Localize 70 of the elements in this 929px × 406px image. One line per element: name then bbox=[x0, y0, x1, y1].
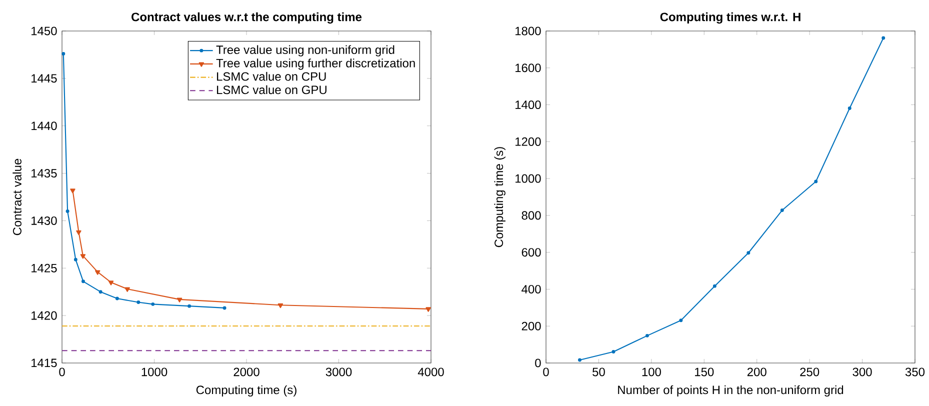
x-tick-label: 350 bbox=[905, 368, 925, 376]
point bbox=[95, 270, 100, 275]
point bbox=[278, 303, 284, 308]
point bbox=[66, 209, 70, 213]
y-axis-title: Contract value bbox=[12, 158, 22, 236]
y-tick-label: 1400 bbox=[516, 100, 541, 110]
y-tick-label: 1200 bbox=[516, 137, 541, 146]
point bbox=[848, 106, 852, 110]
point bbox=[115, 296, 119, 300]
y-tick-label: 0 bbox=[535, 358, 541, 368]
x-tick-label: 50 bbox=[592, 368, 605, 376]
point bbox=[882, 36, 886, 40]
legend-label: LSMC value on GPU bbox=[216, 85, 326, 94]
point bbox=[176, 298, 182, 302]
point bbox=[108, 280, 114, 286]
y-tick-label: 1445 bbox=[32, 74, 57, 83]
y-tick-label: 1430 bbox=[32, 216, 57, 225]
point bbox=[76, 230, 82, 236]
point bbox=[80, 254, 86, 259]
y-tick-label: 800 bbox=[522, 211, 541, 220]
point bbox=[222, 306, 226, 310]
x-tick-label: 0 bbox=[543, 368, 549, 376]
x-tick-label: 250 bbox=[800, 368, 820, 376]
x-tick-label: 0 bbox=[59, 368, 65, 376]
y-tick-label: 200 bbox=[522, 322, 541, 330]
point bbox=[124, 287, 130, 292]
x-tick-label: 200 bbox=[747, 368, 766, 376]
point bbox=[188, 304, 192, 308]
chart-title: Contract values w.r.t the computing time bbox=[132, 12, 362, 24]
y-tick-label: 1000 bbox=[516, 174, 541, 183]
y-tick-label: 1600 bbox=[516, 64, 541, 72]
y-tick-label: 1415 bbox=[32, 358, 57, 368]
y-axis-title: Computing time (s) bbox=[494, 147, 506, 248]
y-tick-label: 1800 bbox=[516, 26, 541, 36]
point bbox=[645, 334, 649, 338]
point bbox=[746, 251, 750, 255]
y-tick-label: 400 bbox=[522, 284, 541, 294]
chart-title: Computing times w.r.t. H bbox=[660, 12, 800, 24]
point bbox=[612, 350, 616, 354]
point bbox=[151, 302, 155, 306]
x-tick-label: 150 bbox=[695, 368, 714, 376]
point bbox=[98, 290, 102, 294]
x-tick-label: 300 bbox=[852, 368, 872, 376]
y-tick-label: 1450 bbox=[32, 26, 57, 36]
x-tick-label: 3000 bbox=[326, 368, 352, 376]
point bbox=[712, 284, 716, 288]
x-tick-label: 1000 bbox=[142, 368, 168, 376]
legend-label: Tree value using non-uniform grid bbox=[216, 45, 394, 56]
point bbox=[780, 208, 784, 212]
x-axis-title: Computing time (s) bbox=[196, 385, 296, 397]
point bbox=[74, 258, 78, 262]
point bbox=[814, 180, 818, 184]
point bbox=[136, 300, 140, 304]
x-tick-label: 2000 bbox=[234, 368, 260, 376]
y-tick-label: 600 bbox=[522, 248, 541, 257]
x-tick-label: 100 bbox=[642, 368, 661, 376]
y-tick-label: 1420 bbox=[32, 311, 57, 320]
legend-label: Tree value using further discretization bbox=[216, 58, 415, 70]
point bbox=[426, 307, 431, 312]
legend-label: LSMC value on CPU bbox=[216, 72, 326, 81]
point bbox=[578, 358, 582, 362]
point bbox=[81, 280, 85, 284]
point bbox=[62, 52, 66, 56]
point bbox=[679, 318, 683, 322]
y-tick-label: 1435 bbox=[32, 169, 57, 178]
x-axis-title: Number of points H in the non-uniform grid bbox=[618, 385, 844, 397]
y-tick-label: 1425 bbox=[32, 264, 57, 272]
point bbox=[70, 188, 76, 194]
x-tick-label: 4000 bbox=[418, 368, 444, 376]
y-tick-label: 1440 bbox=[32, 122, 57, 130]
